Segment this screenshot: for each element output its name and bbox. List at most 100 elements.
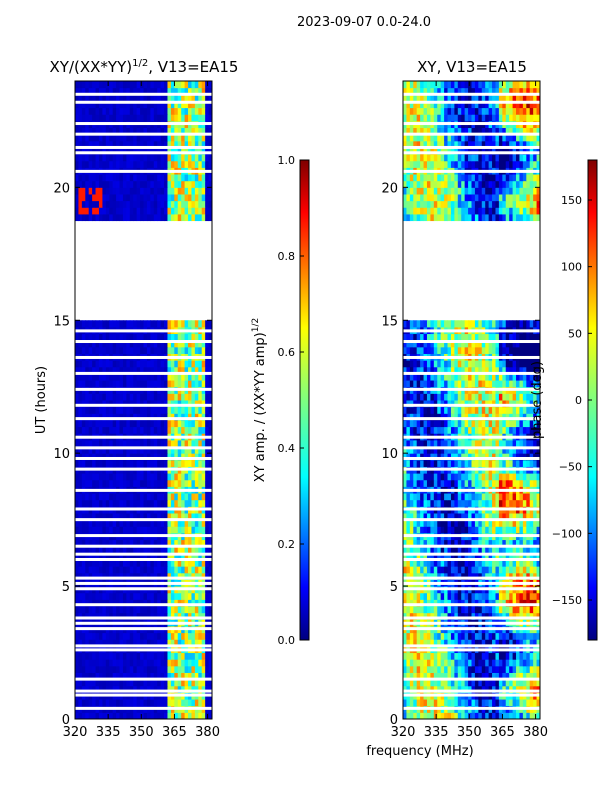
heatmap-cell	[450, 712, 455, 720]
heatmap-cell	[95, 652, 100, 660]
heatmap-cell	[160, 519, 165, 527]
heatmap-cell	[536, 599, 541, 607]
heatmap-cell	[457, 566, 462, 574]
heatmap-cell	[522, 526, 527, 534]
heatmap-cell	[81, 679, 86, 687]
heatmap-cell	[164, 373, 168, 381]
flagged-row	[75, 644, 212, 648]
heatmap-cell	[75, 373, 79, 381]
heatmap-cell	[157, 512, 162, 521]
heatmap-cell	[184, 685, 189, 693]
heatmap-cell	[112, 599, 117, 607]
heatmap-cell	[150, 439, 155, 448]
heatmap-cell	[78, 519, 83, 527]
heatmap-cell	[129, 174, 134, 182]
heatmap-cell	[164, 439, 168, 448]
heatmap-cell	[167, 599, 172, 607]
heatmap-cell	[92, 333, 97, 341]
heatmap-cell	[88, 81, 93, 89]
heatmap-cell	[129, 606, 134, 614]
heatmap-cell	[194, 380, 199, 388]
heatmap-cell	[88, 406, 93, 414]
heatmap-cell	[416, 712, 421, 720]
heatmap-cell	[75, 493, 79, 501]
heatmap-cell	[181, 519, 186, 527]
heatmap-cell	[430, 519, 435, 527]
heatmap-cell	[109, 512, 114, 521]
heatmap-cell	[181, 493, 186, 501]
heatmap-cell	[509, 453, 514, 461]
heatmap-cell	[495, 679, 500, 687]
heatmap-cell	[184, 679, 189, 687]
heatmap-cell	[105, 213, 110, 222]
heatmap-cell	[440, 572, 445, 580]
heatmap-cell	[75, 127, 79, 135]
heatmap-cell	[474, 639, 479, 647]
heatmap-cell	[116, 193, 121, 202]
heatmap-cell	[78, 526, 83, 534]
heatmap-cell	[78, 340, 83, 348]
heatmap-cell	[102, 346, 107, 354]
heatmap-cell	[512, 672, 517, 680]
heatmap-cell	[188, 519, 192, 527]
heatmap-cell	[102, 406, 107, 414]
heatmap-cell	[150, 546, 155, 554]
heatmap-cell	[116, 207, 121, 215]
heatmap-cell	[78, 539, 83, 547]
heatmap-cell	[498, 652, 503, 660]
heatmap-cell	[509, 685, 514, 693]
heatmap-cell	[88, 193, 93, 202]
heatmap-cell	[509, 566, 514, 574]
heatmap-cell	[167, 213, 172, 222]
heatmap-cell	[512, 566, 517, 574]
heatmap-cell	[194, 659, 199, 667]
heatmap-cell	[519, 672, 524, 680]
heatmap-cell	[167, 193, 172, 202]
heatmap-cell	[423, 512, 428, 521]
heatmap-cell	[167, 114, 172, 122]
heatmap-cell	[468, 665, 472, 673]
heatmap-cell	[430, 606, 435, 614]
heatmap-cell	[170, 320, 175, 328]
heatmap-cell	[174, 380, 179, 388]
heatmap-cell	[529, 473, 534, 481]
heatmap-cell	[95, 366, 100, 374]
heatmap-cell	[471, 592, 476, 600]
heatmap-cell	[471, 665, 476, 673]
heatmap-cell	[208, 154, 213, 162]
x-tick-label: 365	[162, 725, 187, 740]
heatmap-cell	[177, 672, 182, 680]
heatmap-cell	[488, 559, 493, 567]
heatmap-cell	[423, 493, 428, 501]
heatmap-cell	[481, 499, 486, 507]
heatmap-cell	[88, 566, 93, 574]
heatmap-cell	[481, 685, 486, 693]
heatmap-cell	[409, 665, 414, 673]
heatmap-cell	[112, 419, 117, 428]
heatmap-cell	[457, 599, 462, 607]
heatmap-cell	[105, 639, 110, 647]
heatmap-cell	[198, 340, 203, 348]
heatmap-cell	[447, 546, 452, 554]
heatmap-cell	[194, 207, 199, 215]
heatmap-cell	[88, 107, 93, 115]
heatmap-cell	[198, 400, 203, 408]
heatmap-cell	[146, 200, 151, 208]
heatmap-cell	[536, 679, 541, 687]
heatmap-cell	[88, 94, 93, 102]
heatmap-cell	[167, 592, 172, 600]
colorbar-tick-label: 1.0	[278, 154, 296, 167]
heatmap-cell	[129, 87, 134, 95]
heatmap-cell	[140, 493, 144, 501]
heatmap-cell	[533, 572, 538, 580]
heatmap-cell	[194, 493, 199, 501]
heatmap-cell	[519, 446, 524, 454]
heatmap-cell	[485, 566, 490, 574]
heatmap-cell	[509, 699, 514, 707]
heatmap-cell	[109, 94, 114, 102]
heatmap-cell	[122, 373, 127, 381]
heatmap-cell	[92, 360, 97, 368]
heatmap-cell	[536, 473, 541, 481]
heatmap-cell	[198, 346, 203, 354]
heatmap-cell	[194, 632, 199, 640]
